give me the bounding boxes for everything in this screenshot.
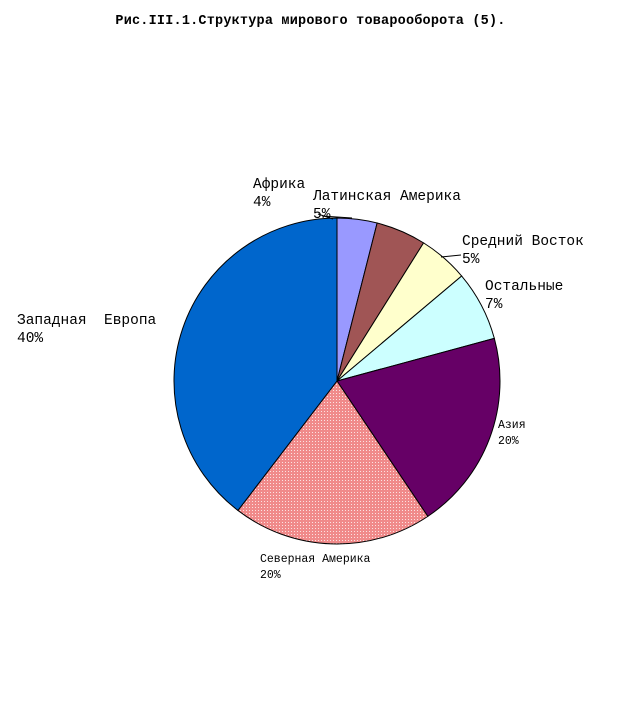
slice-percent-3: 5% (462, 252, 480, 268)
chart-title: Рис.III.1.Структура мирового товарооборо… (115, 14, 506, 29)
slice-label-4: Остальные (485, 279, 563, 295)
slice-label-5: Азия (498, 419, 526, 432)
slice-label-1: Африка (253, 177, 306, 193)
slice-percent-1: 4% (253, 195, 271, 211)
leader-line-3 (440, 254, 462, 258)
slice-label-3: Средний Восток (462, 233, 584, 250)
slice-percent-5: 20% (498, 435, 519, 448)
slice-percent-4: 7% (485, 297, 503, 313)
leader-line-2 (321, 215, 353, 219)
pie-slice-6 (237, 380, 429, 545)
slice-labels: Африка 4% Латинская Америка 5% Средний Восто… (17, 177, 584, 582)
pie-slice-7 (173, 217, 338, 512)
slice-label-7: Западная Европа (17, 313, 157, 329)
slice-percent-6: 20% (260, 569, 281, 582)
slice-percent-2: 5% (313, 207, 331, 223)
slice-percent-7: 40% (17, 331, 43, 347)
pie-slice-5 (336, 337, 501, 518)
pie-slices (173, 217, 501, 545)
slice-label-6: Северная Америка (260, 553, 371, 566)
slice-label-2: Латинская Америка (312, 189, 461, 205)
leader-lines (317, 213, 462, 258)
